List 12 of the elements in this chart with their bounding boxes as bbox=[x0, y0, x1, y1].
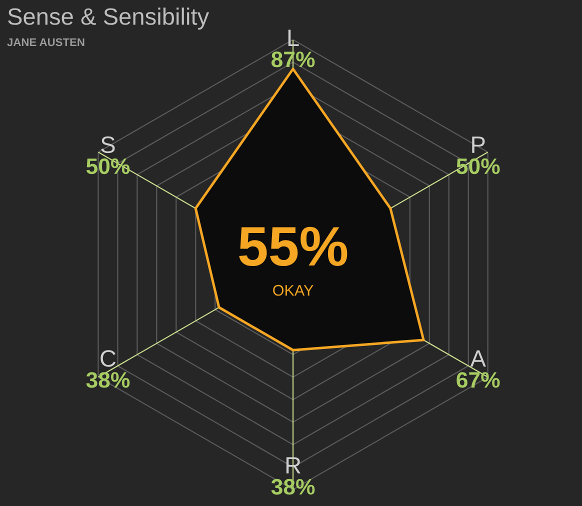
text: OKAY bbox=[273, 284, 314, 296]
text: 67% bbox=[456, 372, 500, 388]
spoke-label: S bbox=[101, 136, 115, 154]
spoke-label: P bbox=[472, 136, 485, 153]
chart-title: Sense & Sensibility bbox=[8, 8, 210, 30]
spoke-label: L bbox=[288, 30, 299, 46]
text: JANE AUSTEN bbox=[7, 38, 84, 46]
spoke-label: C bbox=[100, 350, 116, 367]
text: 38% bbox=[271, 478, 315, 495]
text: 55% bbox=[239, 226, 348, 266]
text: 38% bbox=[86, 372, 130, 388]
spoke-label: A bbox=[470, 350, 486, 367]
